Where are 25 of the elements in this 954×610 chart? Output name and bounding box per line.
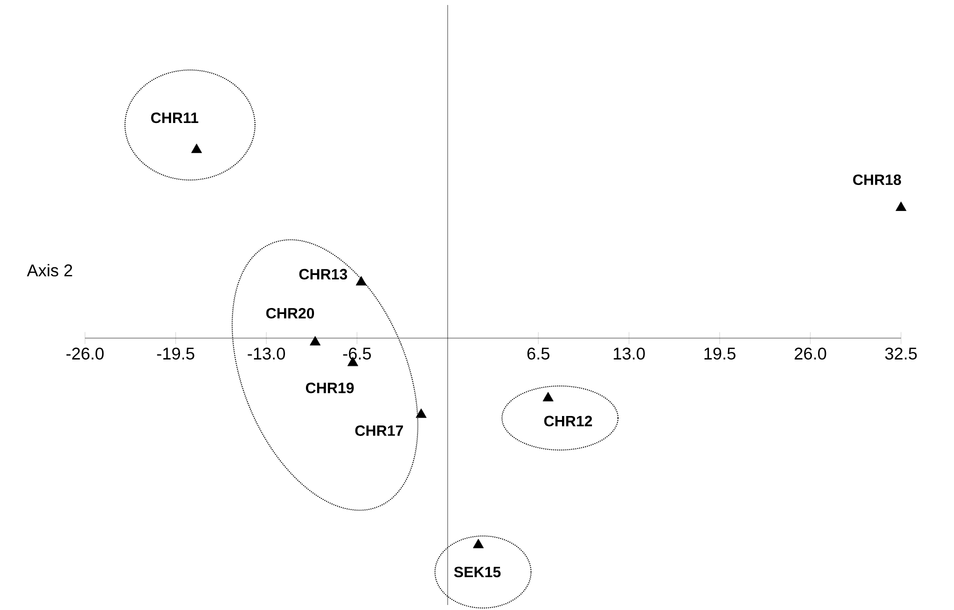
x-tick-label: -26.0 xyxy=(66,348,104,360)
annotation: CHR20 xyxy=(266,308,314,319)
point xyxy=(310,336,321,346)
point xyxy=(896,202,906,211)
x-tick-label: 6.5 xyxy=(527,348,550,360)
x-tick-label: 13.0 xyxy=(614,348,645,360)
y-axis-title: Axis 2 xyxy=(26,264,72,276)
point xyxy=(191,144,202,154)
point xyxy=(542,392,554,402)
annotation: CHR11 xyxy=(151,112,198,124)
annotation: CHR19 xyxy=(306,382,354,394)
x-tick-label: -19.5 xyxy=(157,348,194,360)
x-tick-label: 26.0 xyxy=(794,348,826,360)
annotation: CHR12 xyxy=(544,416,592,426)
point xyxy=(416,408,427,418)
annotation: SEK15 xyxy=(454,566,501,578)
annotation: CHR13 xyxy=(299,268,348,280)
x-tick-label: 32.5 xyxy=(885,348,917,360)
x-tick-label: -13.0 xyxy=(248,348,285,360)
point xyxy=(356,276,367,286)
annotation: CHR18 xyxy=(853,174,902,186)
annotation: CHR17 xyxy=(355,425,403,436)
x-tick-label: 19.5 xyxy=(704,348,736,360)
x-tick-label: -6.5 xyxy=(343,348,371,360)
point xyxy=(472,538,484,548)
